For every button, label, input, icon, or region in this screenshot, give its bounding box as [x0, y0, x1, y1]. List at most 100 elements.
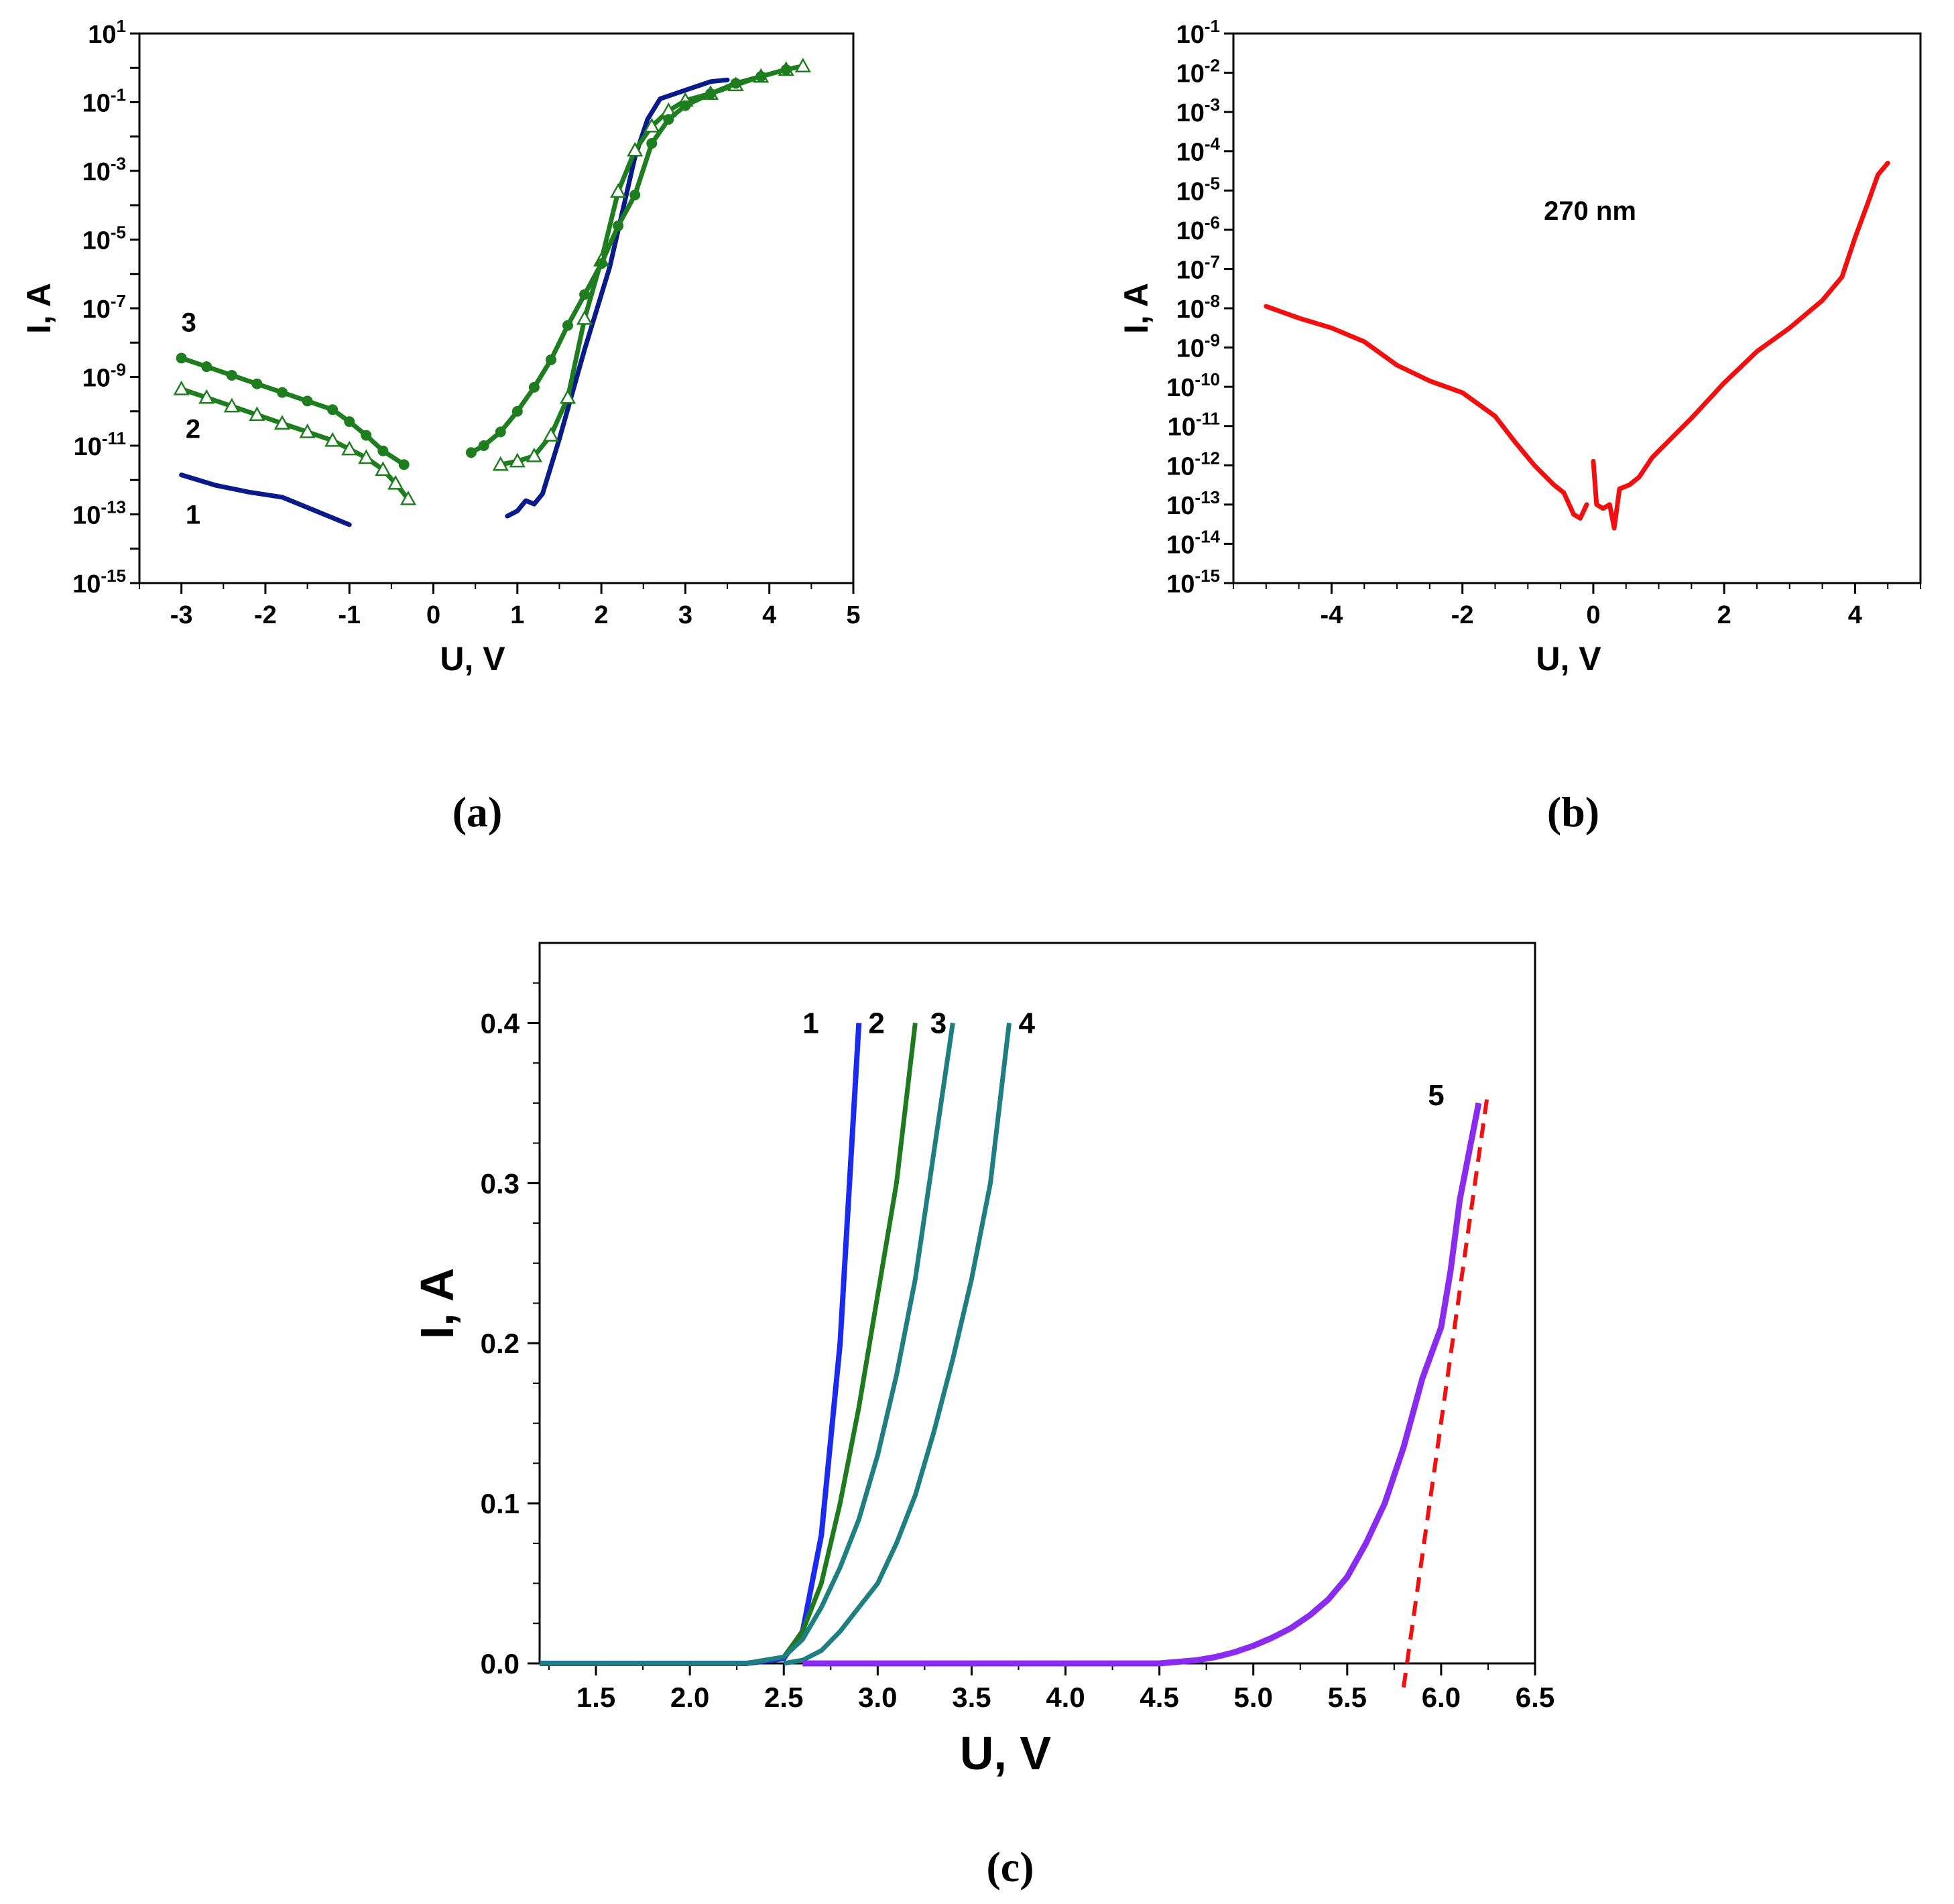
panel-a-series-2-point — [492, 456, 509, 471]
panel-a-series-3-line — [469, 67, 789, 455]
panel-a-series-2-point — [400, 490, 417, 505]
panel-a-x-tick-label: 1 — [510, 601, 524, 629]
panel-c-y-axis-label: I, A — [411, 1268, 463, 1339]
panel-c: 1.5 2.0 2.5 3.0 3.5 4.0 4.5 5.0 5.5 6.0 6.5 0.0 0.1 0… — [411, 942, 1554, 1891]
panel-a-series-3-point — [398, 459, 410, 470]
panel-a-series-3-point — [613, 220, 624, 231]
panel-a-series-3-point — [579, 289, 591, 300]
panel-a-series-2-point — [387, 474, 404, 490]
panel-a-frame — [138, 32, 855, 584]
panel-a-y-tick-label: 10-7 — [82, 291, 126, 324]
panel-a-series-2-point — [173, 380, 190, 395]
panel-b-y-tick-label: 10-9 — [1176, 330, 1220, 363]
panel-b-x-tick-label: 0 — [1586, 601, 1600, 629]
panel-a-series-3-point — [780, 64, 792, 75]
panel-c-series-1-line — [540, 1023, 862, 1666]
panel-a-series-3-point — [377, 445, 389, 456]
panel-b-y-tick-label: 10-3 — [1176, 94, 1220, 127]
panel-a-series-3-point — [511, 405, 523, 417]
panel-c-x-tick-label: 1.5 — [576, 1681, 615, 1713]
panel-a-series-3-point — [327, 404, 339, 416]
panel-a-x-axis-label: U, V — [440, 640, 505, 678]
panel-b-caption: (b) — [1547, 788, 1599, 836]
panel-b-x-axis-label: U, V — [1536, 640, 1601, 678]
panel-a-x-tick-label: 5 — [846, 601, 860, 629]
panel-a-y-tick-label: 10-3 — [82, 153, 126, 186]
panel-b-y-tick-label: 10-1 — [1176, 16, 1220, 49]
panel-c-y-tick-label: 0.4 — [481, 1007, 520, 1039]
panel-c-x-tick-label: 2.5 — [764, 1681, 803, 1713]
panel-a-y-tick-label: 10-11 — [74, 428, 126, 461]
panel-a-series-2-point — [198, 389, 215, 404]
panel-b-y-tick-label: 10-4 — [1176, 134, 1221, 167]
panel-c-series-2-line — [540, 1022, 918, 1666]
panel-c-series-5-linear-fit-line — [1401, 1090, 1490, 1688]
panel-b-series-270-nm-line — [1264, 304, 1589, 521]
panel-a-x-tick-label: -3 — [170, 601, 193, 629]
panel-c-series-3-line — [540, 1022, 955, 1666]
panel-c-x-tick-label: 5.0 — [1234, 1681, 1273, 1713]
panel-a-series-2-point — [644, 117, 660, 133]
panel-a-series-2-point — [627, 141, 644, 157]
panel-a-series-3-point — [176, 353, 187, 364]
panel-a-series-2-point — [249, 406, 265, 422]
panel-c-series-4-line — [783, 1022, 1012, 1666]
panel-c-y-tick-label: 0.3 — [481, 1167, 520, 1199]
panel-b-y-tick-label: 10-15 — [1166, 566, 1220, 598]
panel-a-x-tick-label: 2 — [595, 601, 609, 629]
panel-a-series-3-point — [646, 138, 658, 149]
panel-b-frame — [1232, 32, 1922, 584]
panel-c-y-tick-label: 0.1 — [481, 1488, 520, 1519]
panel-c-series-1-label: 1 — [802, 1007, 818, 1039]
panel-a-series-3-point — [344, 416, 355, 428]
panel-b-y-tick-label: 10-11 — [1168, 409, 1220, 442]
panel-c-series-2-label: 2 — [868, 1007, 884, 1039]
panel-c-series-5-line — [802, 1102, 1482, 1667]
panel-c-x-tick-label: 6.0 — [1422, 1681, 1461, 1713]
panel-c-caption: (c) — [986, 1843, 1034, 1891]
panel-a-series-3-point — [277, 387, 288, 398]
panel-a-series-3-point — [495, 426, 506, 438]
panel-a-x-tick-label: -1 — [338, 601, 361, 629]
panel-a-series-3-point — [680, 100, 691, 111]
panel-a-series-3-point — [478, 440, 489, 451]
panel-b-ticks: -4 -2 0 2 4 10-1 10-2 10-3 10-4 10-5 10-6 10-7 10-8 1… — [1166, 16, 1921, 629]
panel-a-x-tick-label: -2 — [254, 601, 277, 629]
panel-a-series-3-point — [465, 447, 477, 458]
panel-a-y-tick-label: 10-1 — [82, 85, 126, 118]
panel-a-series-2-point — [794, 58, 811, 72]
panel-c-x-tick-label: 2.0 — [670, 1681, 709, 1713]
panel-a-series-2-point — [341, 440, 358, 456]
panel-c-plot-area: 1 2 3 4 5 — [540, 1007, 1490, 1688]
panel-a-series-2-point — [542, 427, 560, 442]
panel-a-series-3-point — [705, 88, 716, 99]
panel-b-annotation: 270 nm — [1544, 196, 1636, 226]
panel-a-y-tick-label: 10-5 — [82, 223, 126, 255]
panel-c-y-tick-label: 0.0 — [481, 1648, 520, 1679]
panel-b-y-axis-label: I, A — [1117, 283, 1155, 334]
panel-a: -3 -2 -1 0 1 2 3 4 5 101 10-1 10-3 10-5 10-7 10-9 10-11… — [20, 16, 861, 836]
panel-c-frame — [538, 942, 1536, 1665]
panel-a-y-tick-label: 10-13 — [72, 497, 126, 530]
panel-b-x-tick-label: 4 — [1848, 601, 1862, 629]
panel-a-series-2-point — [559, 389, 576, 404]
panel-b: -4 -2 0 2 4 10-1 10-2 10-3 10-4 10-5 10-6 10-7 10-8 1… — [1117, 16, 1922, 836]
panel-c-x-axis-label: U, V — [960, 1727, 1051, 1779]
panel-a-caption: (a) — [452, 788, 503, 836]
panel-c-x-tick-label: 3.0 — [858, 1681, 897, 1713]
panel-b-y-tick-label: 10-6 — [1176, 212, 1220, 245]
panel-a-series-3-point — [251, 378, 263, 389]
panel-a-series-2-point — [299, 423, 316, 438]
panel-a-series-3-point — [562, 320, 573, 331]
panel-b-series-270-nm-line — [1591, 160, 1890, 531]
panel-b-y-tick-label: 10-12 — [1166, 448, 1220, 481]
panel-b-y-tick-label: 10-7 — [1176, 251, 1220, 284]
panel-a-x-tick-label: 0 — [426, 601, 440, 629]
panel-c-series-4-label: 4 — [1018, 1007, 1035, 1039]
panel-a-series-3-point — [629, 189, 641, 200]
panel-b-y-tick-label: 10-2 — [1176, 56, 1220, 88]
panel-b-y-tick-label: 10-14 — [1166, 526, 1220, 559]
panel-a-series-2-point — [526, 447, 543, 462]
panel-a-series-3-point — [730, 78, 741, 89]
